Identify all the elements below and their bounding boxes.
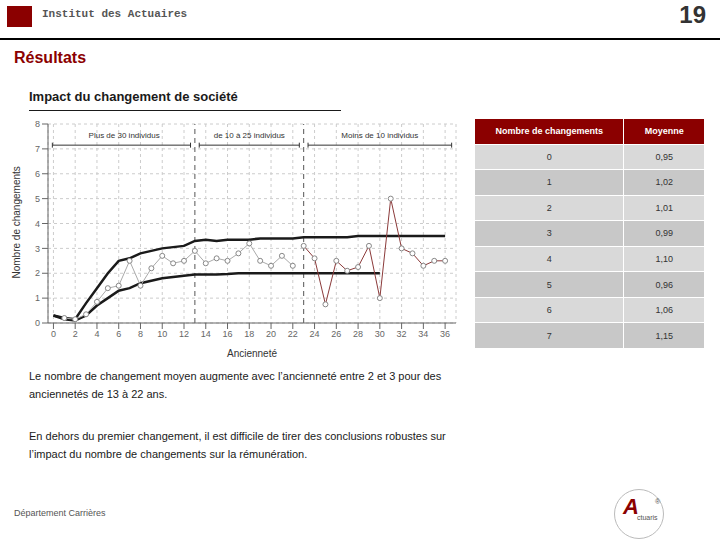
html-text:Institut des Actuaires: Institut des Actuaires — [42, 8, 188, 20]
svg-text:14: 14 — [201, 329, 211, 339]
svg-text:2: 2 — [73, 329, 78, 339]
html-text:1,10: 1,10 — [655, 254, 673, 264]
html-text:Impact du changement de sociét: Impact du changement de société — [29, 89, 238, 104]
html-text:1,01: 1,01 — [655, 202, 673, 213]
html-text:Nombre de changements: Nombre de changements — [495, 126, 603, 137]
html-text:Moyenne: Moyenne — [644, 126, 684, 137]
svg-text:12: 12 — [179, 329, 189, 339]
svg-text:32: 32 — [397, 329, 407, 339]
svg-text:4: 4 — [94, 329, 99, 339]
svg-text:0: 0 — [35, 318, 40, 328]
svg-text:8: 8 — [138, 329, 143, 339]
svg-text:2: 2 — [35, 268, 40, 278]
svg-text:6: 6 — [116, 329, 121, 339]
html-text:0,95: 0,95 — [655, 151, 673, 162]
svg-text:36: 36 — [440, 329, 450, 339]
svg-text:6: 6 — [35, 169, 40, 179]
svg-text:4: 4 — [35, 219, 40, 229]
html-text:5: 5 — [546, 279, 552, 290]
svg-text:24: 24 — [310, 329, 320, 339]
html-text:1,02: 1,02 — [655, 177, 673, 188]
svg-text:26: 26 — [331, 329, 341, 339]
svg-text:20: 20 — [266, 329, 276, 339]
svg-text:5: 5 — [35, 194, 40, 204]
html-text:4: 4 — [546, 254, 552, 264]
svg-text:28: 28 — [353, 329, 363, 339]
svg-text:7: 7 — [35, 144, 40, 154]
svg-text:34: 34 — [418, 329, 428, 339]
svg-text:de 10 à 25 individus: de 10 à 25 individus — [214, 131, 285, 140]
svg-text:8: 8 — [35, 119, 40, 129]
svg-text:1: 1 — [35, 293, 40, 303]
svg-text:Nombre de changements: Nombre de changements — [11, 166, 22, 278]
html-text:19: 19 — [679, 1, 706, 28]
html-text:1: 1 — [546, 177, 552, 188]
html-text:En dehors du premier changemen: En dehors du premier changement, il est … — [29, 430, 446, 460]
html-text:0,99: 0,99 — [655, 228, 673, 239]
html-text:Résultats: Résultats — [14, 49, 86, 66]
svg-text:Moins de 10 individus: Moins de 10 individus — [341, 131, 418, 140]
html-text:Le nombre de changement moyen: Le nombre de changement moyen augmente a… — [29, 370, 442, 400]
svg-text:18: 18 — [244, 329, 254, 339]
svg-text:22: 22 — [288, 329, 298, 339]
svg-text:30: 30 — [375, 329, 385, 339]
svg-text:10: 10 — [157, 329, 167, 339]
svg-text:Plus de 30 individus: Plus de 30 individus — [89, 131, 160, 140]
html-text:7: 7 — [546, 330, 552, 341]
html-text:ctuaris: ctuaris — [637, 514, 658, 521]
html-text:1,06: 1,06 — [655, 305, 673, 316]
html-text:A: A — [623, 494, 639, 519]
svg-text:16: 16 — [223, 329, 233, 339]
html-text:0,96: 0,96 — [655, 279, 673, 290]
svg-text:Ancienneté: Ancienneté — [227, 348, 277, 359]
html-text:6: 6 — [546, 305, 552, 316]
html-text:3: 3 — [546, 228, 552, 239]
svg-text:0: 0 — [51, 329, 56, 339]
html-text:Département Carrières: Département Carrières — [14, 508, 106, 518]
html-text:0: 0 — [546, 151, 552, 162]
html-text:1,15: 1,15 — [655, 330, 673, 341]
html-text:2: 2 — [546, 202, 552, 213]
svg-text:3: 3 — [35, 244, 40, 254]
